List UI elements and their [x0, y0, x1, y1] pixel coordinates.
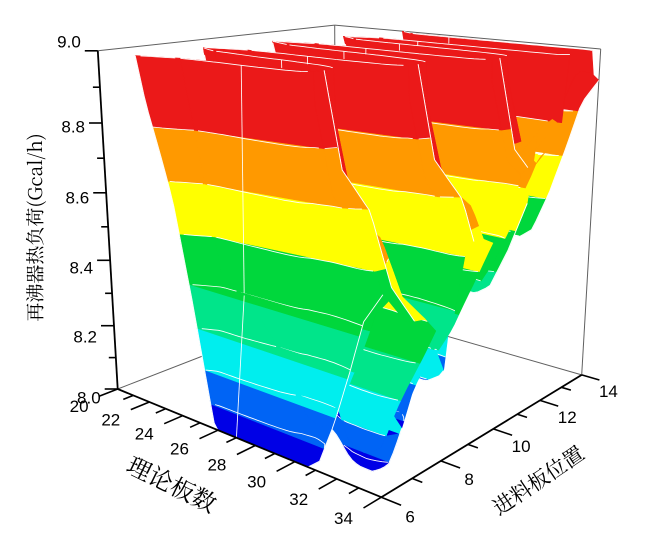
svg-text:6: 6 [405, 507, 414, 526]
svg-text:32: 32 [289, 490, 308, 509]
svg-text:8.8: 8.8 [61, 118, 85, 137]
svg-text:34: 34 [334, 509, 353, 528]
svg-text:8: 8 [464, 470, 473, 489]
svg-text:30: 30 [247, 472, 266, 491]
svg-text:26: 26 [170, 440, 189, 459]
svg-text:28: 28 [207, 456, 226, 475]
svg-text:20: 20 [70, 397, 89, 416]
svg-text:12: 12 [558, 408, 577, 427]
svg-text:8.6: 8.6 [66, 189, 90, 208]
svg-text:9.0: 9.0 [57, 33, 81, 52]
svg-text:22: 22 [101, 411, 120, 430]
svg-text:10: 10 [512, 437, 531, 456]
svg-text:24: 24 [135, 425, 154, 444]
svg-text:14: 14 [599, 382, 618, 401]
svg-text:8.4: 8.4 [69, 259, 93, 278]
svg-text:8.2: 8.2 [73, 328, 97, 347]
